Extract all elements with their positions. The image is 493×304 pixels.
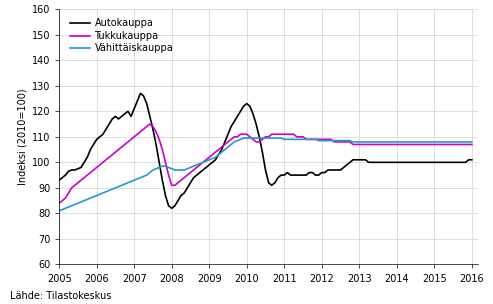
Line: Tukkukauppa: Tukkukauppa	[59, 124, 472, 203]
Line: Vähittäiskauppa: Vähittäiskauppa	[59, 138, 472, 211]
Tukkukauppa	[319, 137, 325, 141]
Vähittäiskauppa	[447, 140, 453, 144]
Autokauppa	[169, 206, 175, 210]
Vähittäiskauppa	[241, 136, 246, 140]
Y-axis label: Indeksi (2010=100): Indeksi (2010=100)	[17, 88, 28, 185]
Text: Lähde: Tilastokeskus: Lähde: Tilastokeskus	[10, 291, 111, 301]
Vähittäiskauppa	[56, 209, 62, 213]
Autokauppa	[322, 171, 328, 174]
Legend: Autokauppa, Tukkukauppa, Vähittäiskauppa: Autokauppa, Tukkukauppa, Vähittäiskauppa	[68, 16, 175, 55]
Tukkukauppa	[469, 143, 475, 146]
Vähittäiskauppa	[331, 139, 337, 143]
Vähittäiskauppa	[319, 139, 325, 143]
Tukkukauppa	[84, 173, 90, 177]
Autokauppa	[334, 168, 340, 172]
Tukkukauppa	[147, 122, 153, 126]
Line: Autokauppa: Autokauppa	[59, 93, 472, 208]
Autokauppa	[469, 158, 475, 162]
Vähittäiskauppa	[84, 198, 90, 201]
Autokauppa	[138, 92, 143, 95]
Autokauppa	[450, 161, 456, 164]
Tukkukauppa	[344, 140, 350, 144]
Autokauppa	[347, 161, 353, 164]
Vähittäiskauppa	[469, 140, 475, 144]
Autokauppa	[84, 155, 90, 159]
Vähittäiskauppa	[457, 140, 462, 144]
Vähittäiskauppa	[344, 139, 350, 143]
Autokauppa	[56, 178, 62, 182]
Tukkukauppa	[331, 140, 337, 144]
Tukkukauppa	[457, 143, 462, 146]
Tukkukauppa	[447, 143, 453, 146]
Tukkukauppa	[56, 201, 62, 205]
Autokauppa	[459, 161, 465, 164]
